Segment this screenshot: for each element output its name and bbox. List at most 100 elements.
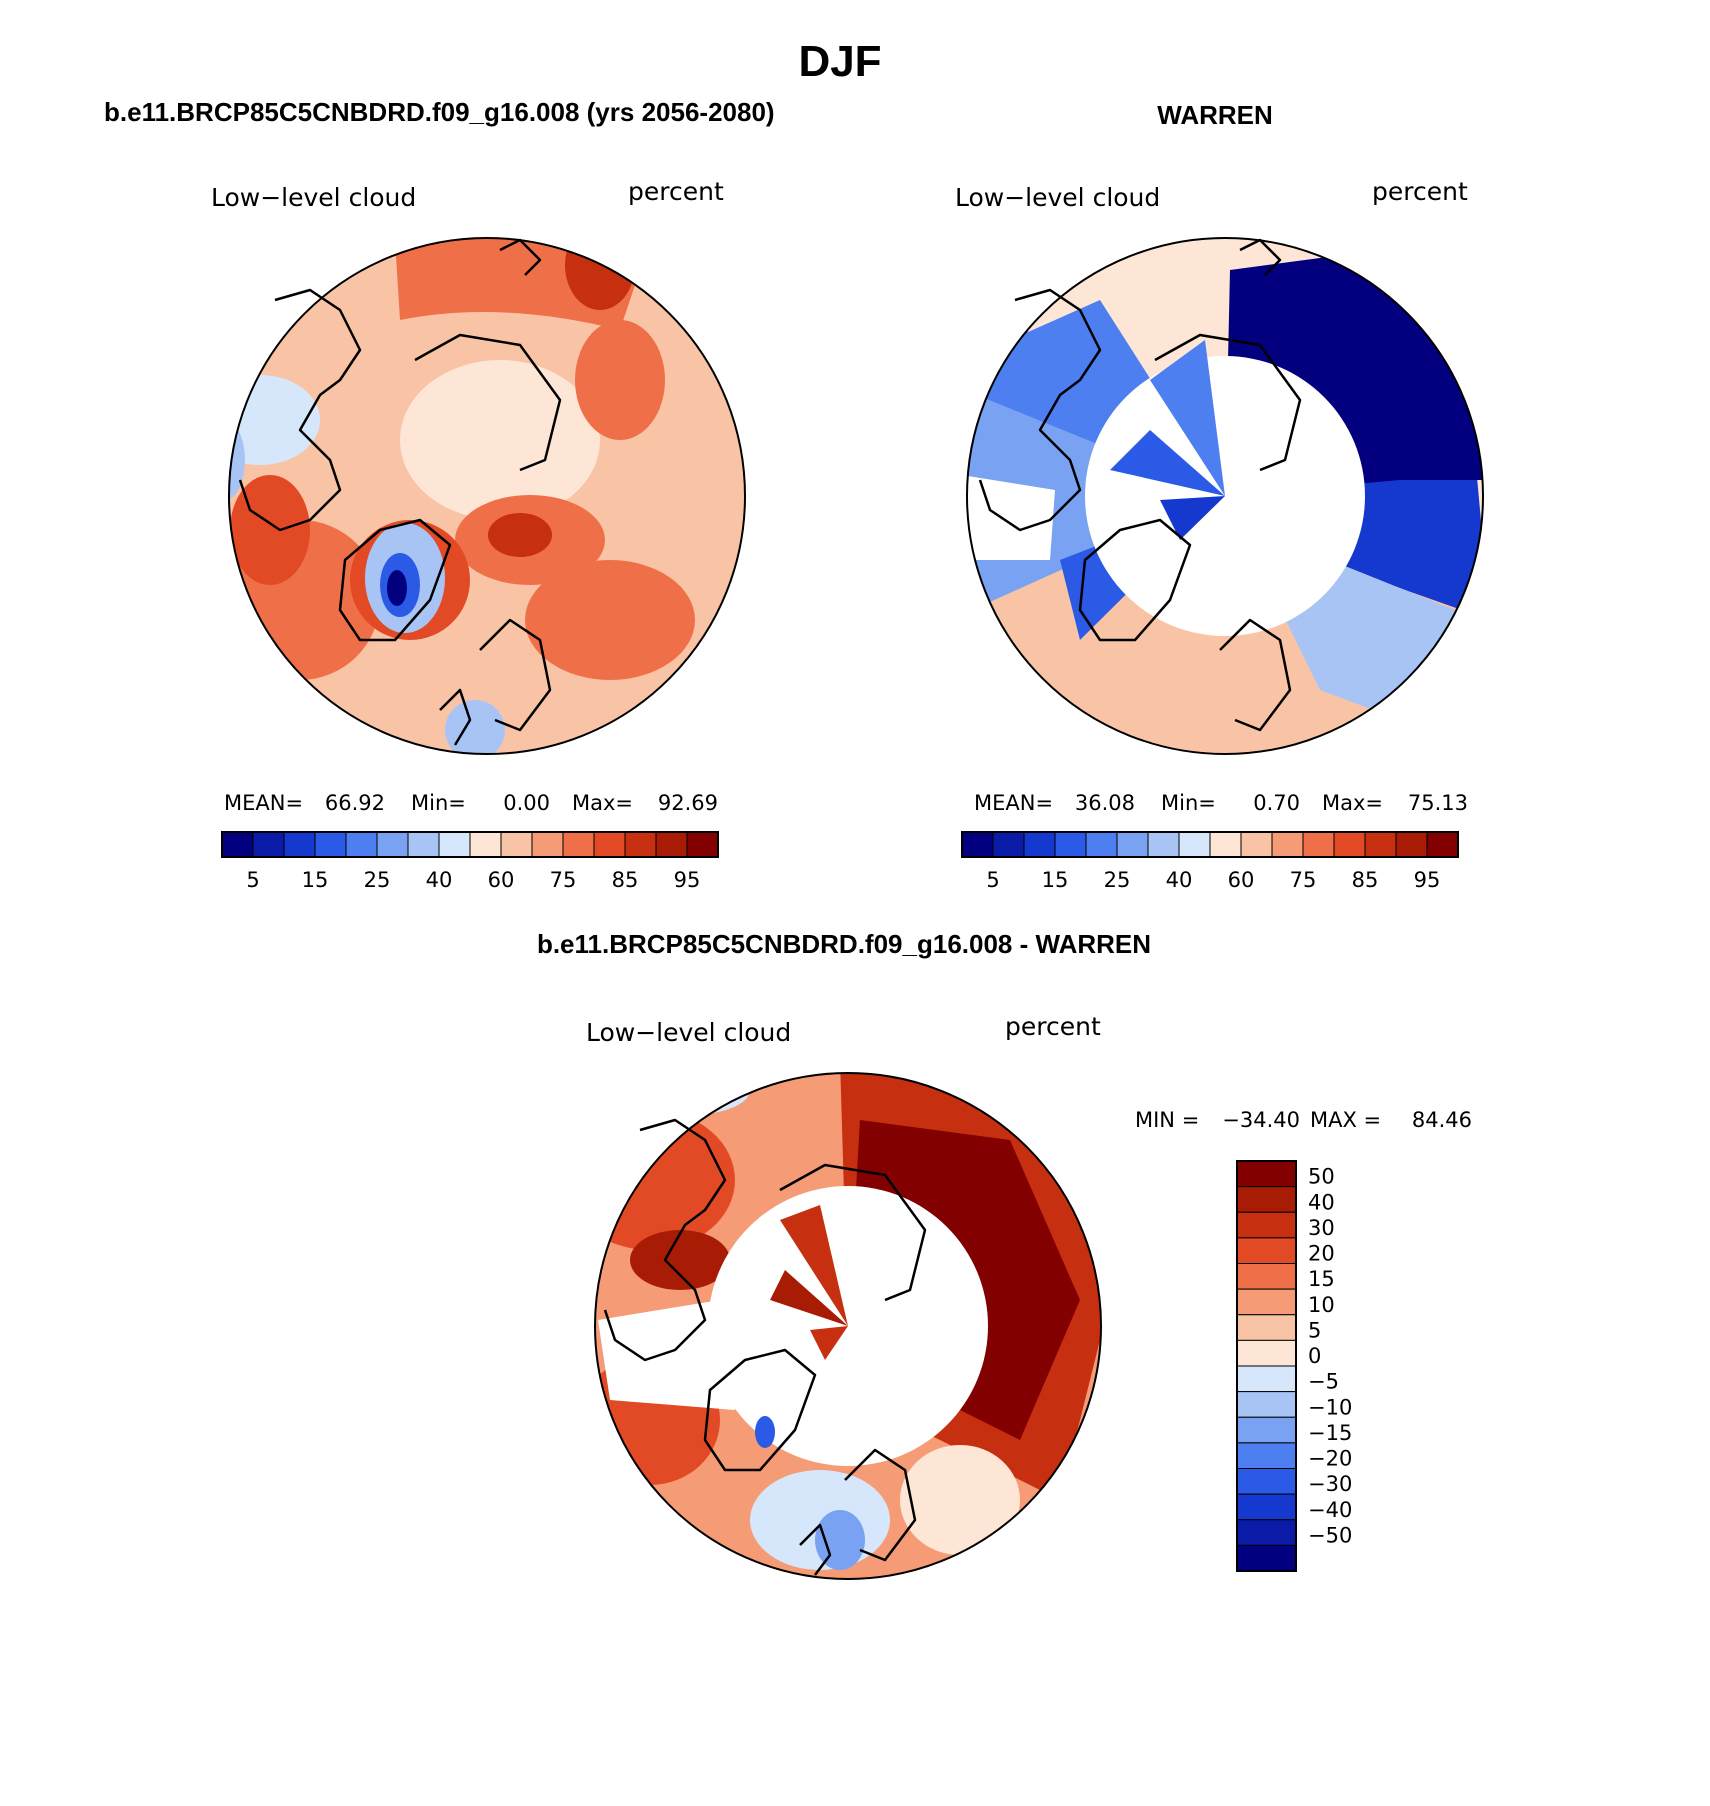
difference-colorbar-box: [1236, 1365, 1297, 1393]
difference-colorbar-box: [1236, 1288, 1297, 1316]
difference-max-label: MAX =: [1310, 1108, 1381, 1132]
model-colorbar-tick-label: 25: [364, 868, 391, 892]
difference-panel-title: b.e11.BRCP85C5CNBDRD.f09_g16.008 - WARRE…: [537, 929, 1151, 959]
model-variable-label: Low−level cloud: [211, 183, 416, 212]
model-colorbar-box: [345, 831, 378, 858]
difference-colorbar-tick-label: −40: [1308, 1498, 1352, 1522]
warren-colorbar-box: [992, 831, 1025, 858]
difference-min-label: MIN =: [1135, 1108, 1199, 1132]
model-colorbar-box: [593, 831, 626, 858]
difference-colorbar-box: [1236, 1391, 1297, 1418]
model-colorbar-box: [655, 831, 688, 858]
model-colorbar-box: [686, 831, 719, 858]
difference-colorbar-box: [1236, 1314, 1297, 1341]
difference-colorbar-box: [1236, 1186, 1297, 1213]
difference-colorbar-tick-label: 10: [1308, 1293, 1335, 1317]
warren-colorbar-tick-label: 75: [1290, 868, 1317, 892]
difference-colorbar-tick-label: 0: [1308, 1344, 1321, 1368]
warren-colorbar: 5 15 25 40 60 75 85 95: [961, 831, 1459, 892]
warren-colorbar-tick-label: 85: [1352, 868, 1379, 892]
difference-map-boundary: [594, 1072, 1102, 1580]
warren-colorbar-box: [1395, 831, 1428, 858]
model-colorbar-box: [438, 831, 471, 858]
difference-colorbar-tick-label: −20: [1308, 1447, 1352, 1471]
model-colorbar-box: [500, 831, 533, 858]
difference-colorbar-frame: [1236, 1160, 1297, 1572]
model-max-value: 92.69: [658, 791, 718, 815]
warren-colorbar-box: [1271, 831, 1304, 858]
model-colorbar-box: [624, 831, 657, 858]
difference-colorbar-tick-label: −10: [1308, 1395, 1352, 1419]
model-colorbar-box: [221, 831, 254, 858]
warren-map-panel: Low−level cloud percent MEAN=: [955, 177, 1484, 892]
difference-colorbar-box: [1236, 1544, 1297, 1572]
difference-colorbar-box: [1236, 1519, 1297, 1546]
model-min-label: Min=: [411, 791, 466, 815]
difference-colorbar-tick-label: 20: [1308, 1242, 1335, 1266]
model-colorbar-box: [314, 831, 347, 858]
difference-max-value: 84.46: [1412, 1108, 1472, 1132]
warren-colorbar-box: [1085, 831, 1118, 858]
model-colorbar-tick-label: 85: [612, 868, 639, 892]
warren-colorbar-box: [1302, 831, 1335, 858]
warren-colorbar-frame: [961, 831, 1459, 858]
warren-colorbar-box: [1147, 831, 1180, 858]
difference-units-label: percent: [1005, 1012, 1101, 1041]
model-colorbar-tick-label: 5: [246, 868, 259, 892]
warren-mean-label: MEAN=: [974, 791, 1053, 815]
warren-colorbar-tick-label: 40: [1166, 868, 1193, 892]
warren-colorbar-box: [1240, 831, 1273, 858]
warren-colorbar-tick-label: 25: [1104, 868, 1131, 892]
difference-coastlines: [603, 1118, 927, 1576]
difference-colorbar-box: [1236, 1416, 1297, 1444]
warren-colorbar-box: [1023, 831, 1056, 858]
warren-colorbar-box: [1209, 831, 1242, 858]
warren-variable-label: Low−level cloud: [955, 183, 1160, 212]
difference-cloud-field: [595, 1073, 1101, 1579]
model-colorbar-box: [531, 831, 564, 858]
difference-colorbar-box: [1236, 1339, 1297, 1367]
warren-min-label: Min=: [1161, 791, 1216, 815]
difference-colorbar-tick-label: 30: [1308, 1216, 1335, 1240]
warren-colorbar-box: [961, 831, 994, 858]
model-map-panel: Low−level cloud percent: [211, 177, 746, 892]
warren-colorbar-tick-label: 60: [1228, 868, 1255, 892]
model-cloud-field: [229, 238, 745, 754]
warren-coastlines: [978, 238, 1302, 732]
warren-max-value: 75.13: [1408, 791, 1468, 815]
model-colorbar-frame: [221, 831, 719, 858]
model-map-boundary: [228, 237, 746, 755]
model-colorbar-tick-label: 60: [488, 868, 515, 892]
model-colorbar-box: [252, 831, 285, 858]
difference-colorbar-tick-label: −5: [1308, 1370, 1339, 1394]
difference-colorbar-box: [1236, 1211, 1297, 1239]
warren-mean-value: 36.08: [1075, 791, 1135, 815]
difference-colorbar-tick-label: 5: [1308, 1318, 1321, 1342]
warren-colorbar-tick-label: 5: [986, 868, 999, 892]
warren-colorbar-tick-label: 95: [1414, 868, 1441, 892]
difference-colorbar-box: [1236, 1442, 1297, 1469]
difference-colorbar-box: [1236, 1237, 1297, 1264]
warren-colorbar-box: [1426, 831, 1459, 858]
difference-colorbar-box: [1236, 1160, 1297, 1188]
difference-colorbar-tick-label: −50: [1308, 1523, 1352, 1547]
model-max-label: Max=: [572, 791, 633, 815]
model-min-value: 0.00: [503, 791, 550, 815]
model-units-label: percent: [628, 177, 724, 206]
difference-colorbar-tick-label: 15: [1308, 1267, 1335, 1291]
model-colorbar-box: [376, 831, 409, 858]
warren-colorbar-box: [1178, 831, 1211, 858]
difference-colorbar-tick-label: 40: [1308, 1190, 1335, 1214]
difference-variable-label: Low−level cloud: [586, 1018, 791, 1047]
model-colorbar-tick-label: 95: [674, 868, 701, 892]
difference-min-value: −34.40: [1222, 1108, 1300, 1132]
difference-colorbar-tick-label: −30: [1308, 1472, 1352, 1496]
difference-map-panel: Low−level cloud percent: [586, 1012, 1472, 1580]
warren-units-label: percent: [1372, 177, 1468, 206]
season-title: DJF: [798, 37, 881, 86]
model-mean-value: 66.92: [325, 791, 385, 815]
model-colorbar-box: [562, 831, 595, 858]
difference-colorbar-tick-label: −15: [1308, 1421, 1352, 1445]
